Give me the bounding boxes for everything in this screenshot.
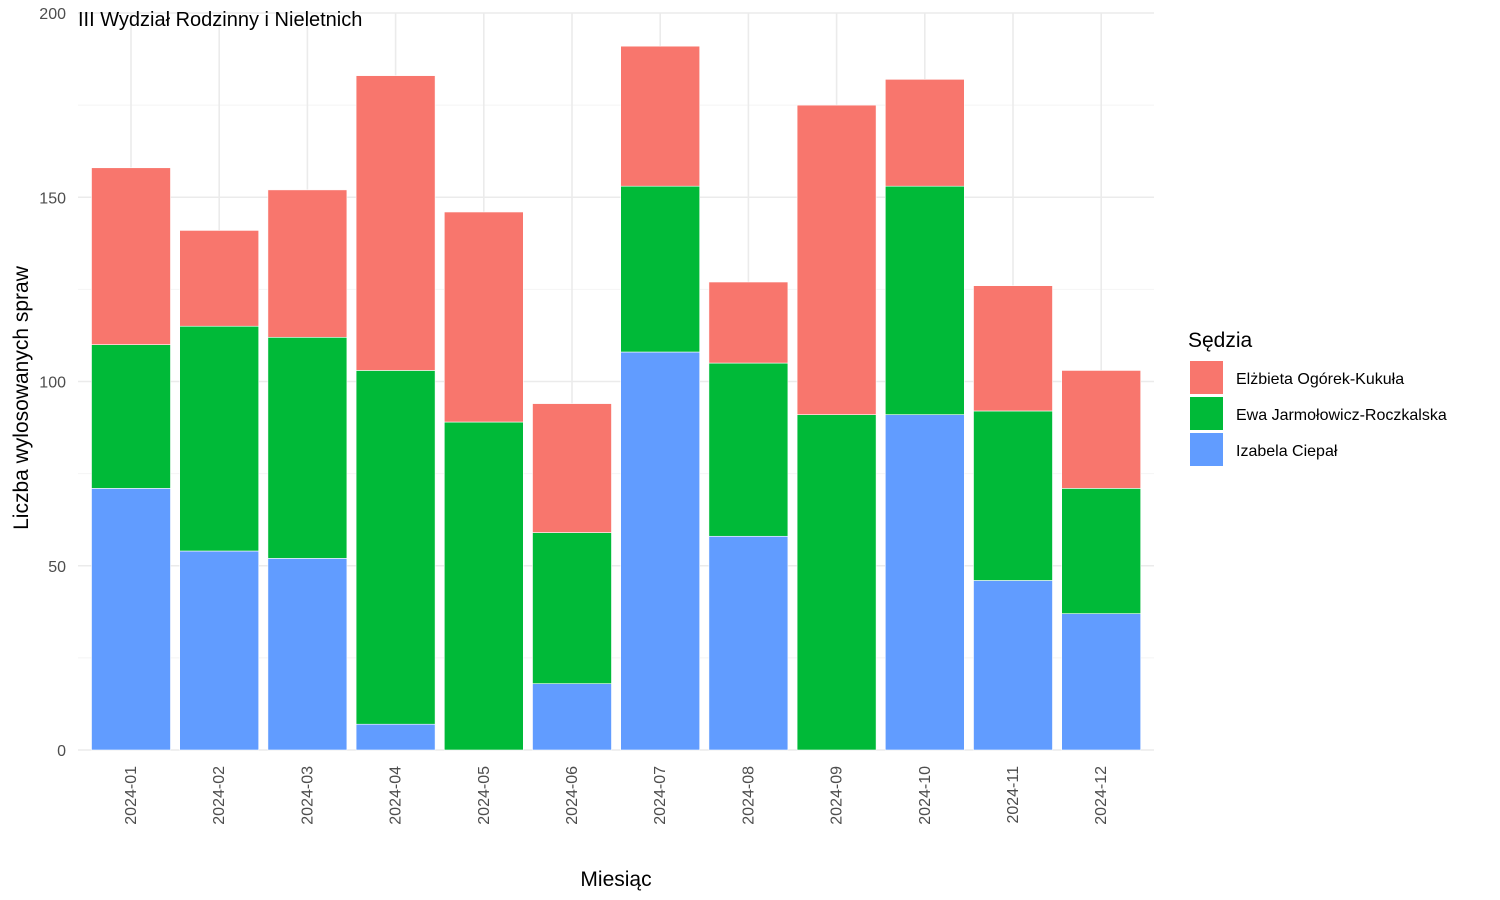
bar-segment-2024-12-el-bieta-og-rek-kuku-a (1061, 370, 1141, 489)
x-tick-label: 2024-09 (829, 766, 846, 825)
bar-segment-2024-04-izabela-ciepa- (355, 723, 436, 751)
x-tick-label: 2024-04 (388, 766, 405, 825)
bar-segment-2024-09-ewa-jarmo-owicz-roczkalska (796, 414, 877, 751)
x-tick-label: 2024-03 (299, 766, 316, 825)
bar-segment-2024-07-izabela-ciepa- (620, 351, 701, 751)
bar-segment-2024-08-izabela-ciepa- (708, 535, 789, 751)
legend-swatch (1190, 361, 1223, 394)
bar-segment-2024-12-izabela-ciepa- (1061, 613, 1141, 751)
y-tick-label: 150 (39, 190, 66, 207)
bar-segment-2024-05-ewa-jarmo-owicz-roczkalska (443, 421, 524, 751)
bar-segment-2024-03-ewa-jarmo-owicz-roczkalska (267, 336, 348, 559)
bar-segment-2024-07-el-bieta-og-rek-kuku-a (620, 45, 701, 187)
bar-segment-2024-04-el-bieta-og-rek-kuku-a (355, 75, 436, 371)
x-tick-label: 2024-05 (476, 766, 493, 825)
bar-segment-2024-09-el-bieta-og-rek-kuku-a (796, 104, 877, 415)
bar-segment-2024-06-izabela-ciepa- (532, 683, 612, 751)
legend-title: Sędzia (1188, 329, 1253, 352)
bar-segment-2024-02-ewa-jarmo-owicz-roczkalska (179, 325, 259, 552)
bars (91, 45, 1141, 751)
y-tick-label: 50 (48, 559, 66, 576)
x-tick-label: 2024-02 (211, 766, 228, 825)
legend-label: Elżbieta Ogórek-Kukuła (1236, 371, 1404, 388)
x-tick-label: 2024-06 (564, 766, 581, 825)
bar-segment-2024-04-ewa-jarmo-owicz-roczkalska (355, 370, 436, 725)
x-axis-ticks: 2024-01 2024-02 2024-03 2024-04 2024-05 2024-… (123, 766, 1110, 825)
x-tick-label: 2024-08 (740, 766, 757, 825)
bar-segment-2024-12-ewa-jarmo-owicz-roczkalska (1061, 488, 1141, 614)
legend-label: Izabela Ciepał (1236, 443, 1338, 460)
x-tick-label: 2024-12 (1093, 766, 1110, 825)
y-tick-label: 0 (57, 743, 66, 760)
bar-segment-2024-10-izabela-ciepa- (884, 414, 965, 751)
bar-segment-2024-08-el-bieta-og-rek-kuku-a (708, 281, 789, 364)
x-axis-title: Miesiąc (580, 868, 651, 891)
legend-swatch (1190, 397, 1223, 430)
bar-segment-2024-10-el-bieta-og-rek-kuku-a (884, 79, 965, 187)
y-tick-label: 200 (39, 6, 66, 23)
legend-label: Ewa Jarmołowicz-Roczkalska (1236, 407, 1447, 424)
x-tick-label: 2024-01 (123, 766, 140, 825)
y-tick-label: 100 (39, 375, 66, 392)
legend: Sędzia Elżbieta Ogórek-Kukuła Ewa Jarmoło… (1188, 329, 1447, 466)
legend-swatch (1190, 433, 1223, 466)
bar-segment-2024-01-ewa-jarmo-owicz-roczkalska (91, 344, 171, 489)
bar-segment-2024-10-ewa-jarmo-owicz-roczkalska (884, 185, 965, 415)
bar-segment-2024-03-izabela-ciepa- (267, 558, 348, 751)
chart-title: III Wydział Rodzinny i Nieletnich (78, 9, 362, 31)
bar-segment-2024-01-izabela-ciepa- (91, 488, 171, 751)
x-tick-label: 2024-11 (1005, 766, 1022, 824)
bar-segment-2024-06-el-bieta-og-rek-kuku-a (532, 403, 612, 533)
bar-segment-2024-11-el-bieta-og-rek-kuku-a (973, 285, 1053, 412)
bar-segment-2024-11-izabela-ciepa- (973, 580, 1053, 751)
bar-segment-2024-05-el-bieta-og-rek-kuku-a (443, 211, 524, 423)
bar-segment-2024-06-ewa-jarmo-owicz-roczkalska (532, 532, 612, 684)
y-axis-ticks: 0 50 100 150 200 (39, 6, 66, 760)
x-tick-label: 2024-10 (917, 766, 934, 825)
x-tick-label: 2024-07 (652, 766, 669, 825)
y-axis-title: Liczba wylosowanych spraw (10, 265, 33, 530)
bar-segment-2024-03-el-bieta-og-rek-kuku-a (267, 189, 348, 338)
bar-segment-2024-08-ewa-jarmo-owicz-roczkalska (708, 362, 789, 537)
bar-segment-2024-11-ewa-jarmo-owicz-roczkalska (973, 410, 1053, 581)
bar-segment-2024-02-izabela-ciepa- (179, 550, 259, 751)
bar-segment-2024-02-el-bieta-og-rek-kuku-a (179, 230, 259, 327)
bar-segment-2024-07-ewa-jarmo-owicz-roczkalska (620, 185, 701, 353)
bar-segment-2024-01-el-bieta-og-rek-kuku-a (91, 167, 171, 345)
